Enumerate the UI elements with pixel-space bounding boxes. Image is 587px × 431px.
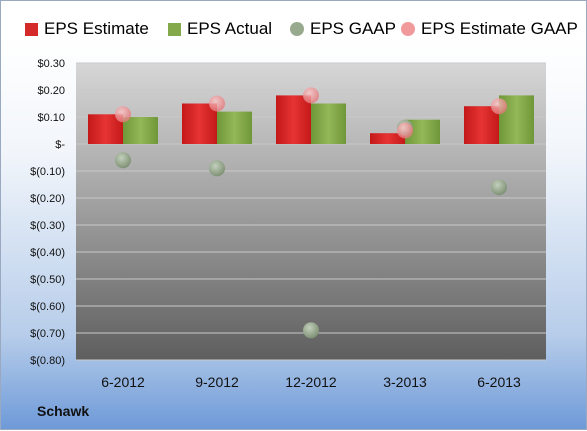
legend-label-eps-estimate: EPS Estimate bbox=[44, 19, 149, 38]
y-tick-label: $(0.50) bbox=[30, 274, 65, 286]
bar-eps-estimate-6-2013 bbox=[464, 106, 499, 144]
legend-swatch-eps-estimate bbox=[25, 22, 38, 36]
legend-label-eps-estimate-gaap: EPS Estimate GAAP bbox=[421, 19, 578, 38]
bar-eps-estimate-12-2012 bbox=[276, 95, 311, 144]
bar-eps-actual-6-2012 bbox=[123, 117, 158, 144]
y-tick-label: $0.10 bbox=[37, 112, 65, 124]
y-tick-label: $- bbox=[55, 139, 65, 151]
y-tick-label: $(0.10) bbox=[30, 166, 65, 178]
x-tick-label: 6-2012 bbox=[101, 374, 145, 390]
marker-eps-estimate-gaap-3-2013 bbox=[397, 122, 413, 139]
x-tick-label: 6-2013 bbox=[477, 374, 521, 390]
marker-eps-gaap-12-2012 bbox=[303, 322, 319, 339]
y-tick-label: $0.20 bbox=[37, 85, 65, 97]
y-tick-label: $(0.70) bbox=[30, 328, 65, 340]
bar-eps-estimate-9-2012 bbox=[182, 103, 217, 144]
legend-swatch-eps-actual bbox=[168, 22, 181, 36]
legend-item-eps-gaap: EPS GAAP bbox=[290, 16, 396, 42]
y-tick-label: $(0.80) bbox=[30, 355, 65, 367]
y-tick-label: $(0.40) bbox=[30, 247, 65, 259]
x-tick-label: 12-2012 bbox=[285, 374, 337, 390]
y-tick-label: $(0.60) bbox=[30, 301, 65, 313]
marker-eps-gaap-6-2012 bbox=[115, 152, 131, 169]
legend-item-eps-estimate: EPS Estimate bbox=[25, 16, 149, 42]
legend: EPS Estimate EPS Actual EPS GAAP EPS Est… bbox=[1, 16, 587, 42]
company-label: Schawk bbox=[37, 403, 90, 419]
marker-eps-estimate-gaap-9-2012 bbox=[209, 95, 225, 112]
legend-swatch-eps-estimate-gaap bbox=[401, 22, 415, 36]
y-tick-label: $(0.20) bbox=[30, 193, 65, 205]
legend-item-eps-actual: EPS Actual bbox=[168, 16, 272, 42]
bar-eps-actual-9-2012 bbox=[217, 111, 252, 144]
legend-item-eps-estimate-gaap: EPS Estimate GAAP bbox=[401, 16, 578, 42]
y-tick-label: $0.30 bbox=[37, 58, 65, 70]
marker-eps-estimate-gaap-12-2012 bbox=[303, 87, 319, 104]
legend-swatch-eps-gaap bbox=[290, 22, 304, 36]
bar-eps-actual-12-2012 bbox=[311, 103, 346, 144]
marker-eps-gaap-9-2012 bbox=[209, 160, 225, 177]
marker-eps-gaap-6-2013 bbox=[491, 179, 507, 196]
marker-eps-estimate-gaap-6-2012 bbox=[115, 106, 131, 123]
x-tick-label: 9-2012 bbox=[195, 374, 239, 390]
bar-eps-estimate-3-2013 bbox=[370, 133, 405, 144]
y-tick-label: $(0.30) bbox=[30, 220, 65, 232]
marker-eps-estimate-gaap-6-2013 bbox=[491, 98, 507, 115]
legend-label-eps-actual: EPS Actual bbox=[187, 19, 273, 38]
legend-label-eps-gaap: EPS GAAP bbox=[310, 19, 396, 38]
x-tick-label: 3-2013 bbox=[383, 374, 427, 390]
